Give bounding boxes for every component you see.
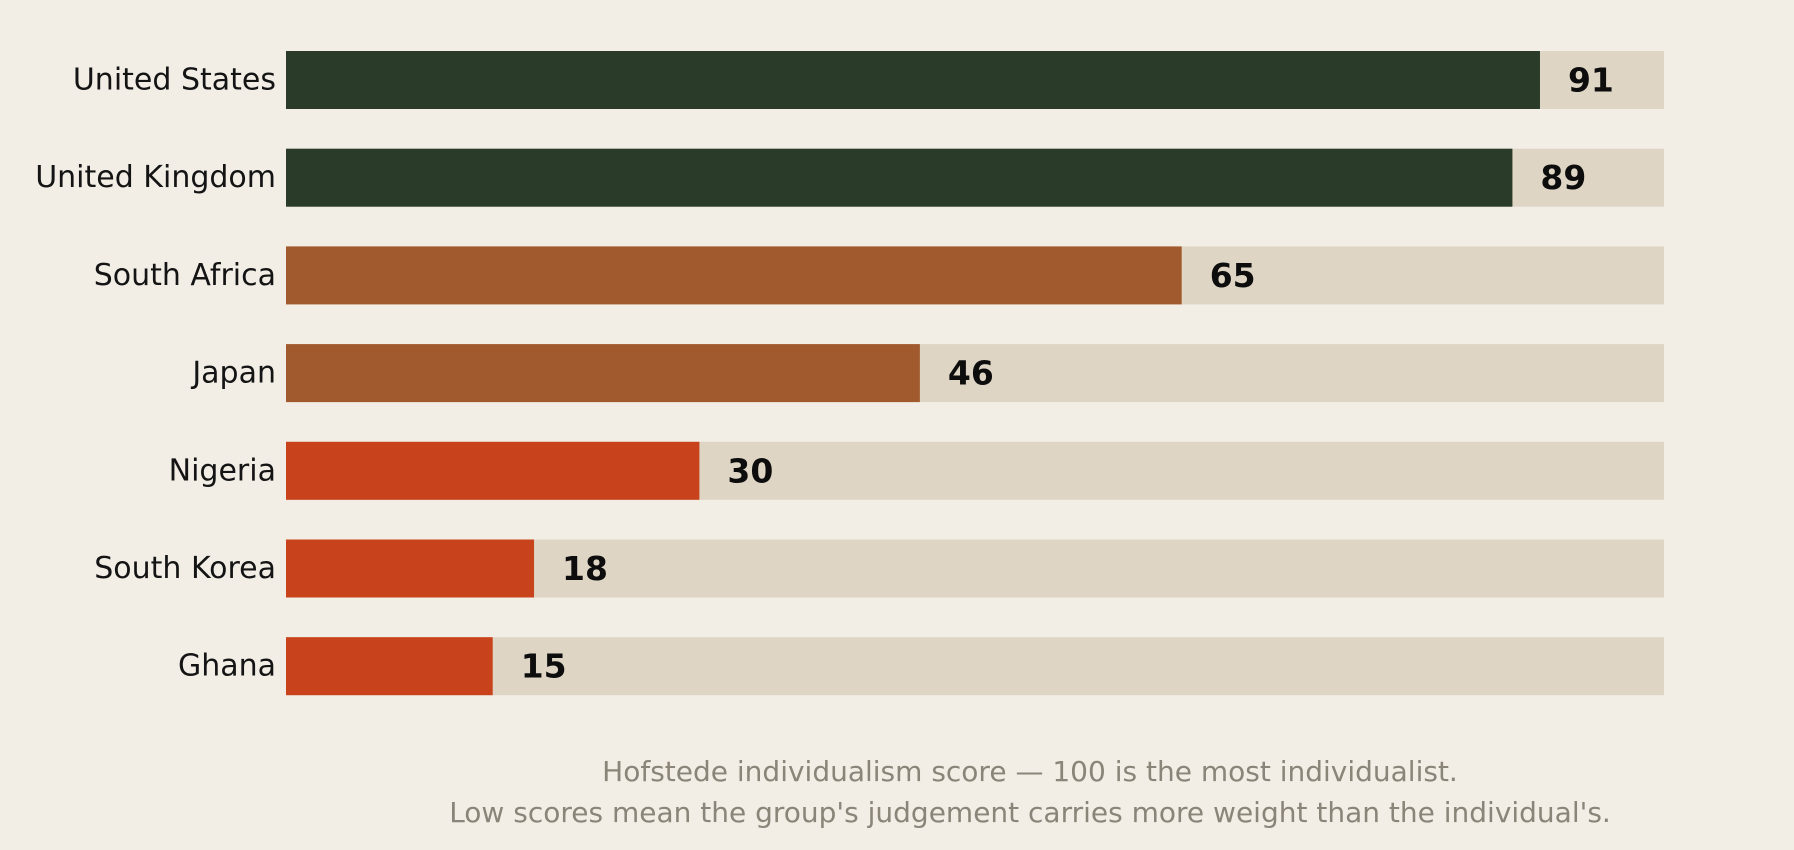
value-label: 65 [1210,256,1256,295]
category-label: South Africa [94,258,276,293]
value-label: 91 [1568,61,1614,100]
category-label: Japan [190,356,276,391]
bar-south-korea [286,539,535,598]
caption-line-2: Low scores mean the group's judgement ca… [449,796,1611,829]
bar-united-states [286,51,1540,109]
value-label: 89 [1540,158,1586,197]
category-label: United Kingdom [35,160,276,195]
category-label: United States [73,63,276,98]
caption-line-1: Hofstede individualism score — 100 is th… [602,755,1458,788]
category-label: Nigeria [169,453,276,488]
bar-south-africa [286,246,1182,305]
category-label: Ghana [178,649,276,684]
bar-track [286,637,1664,696]
bar-ghana [286,637,493,696]
category-label: South Korea [94,551,276,586]
bar-japan [286,344,920,403]
value-label: 46 [948,354,994,393]
bar-nigeria [286,441,700,500]
bar-united-kingdom [286,148,1513,207]
value-label: 15 [521,647,567,686]
value-label: 30 [727,451,773,490]
value-label: 18 [562,549,608,588]
